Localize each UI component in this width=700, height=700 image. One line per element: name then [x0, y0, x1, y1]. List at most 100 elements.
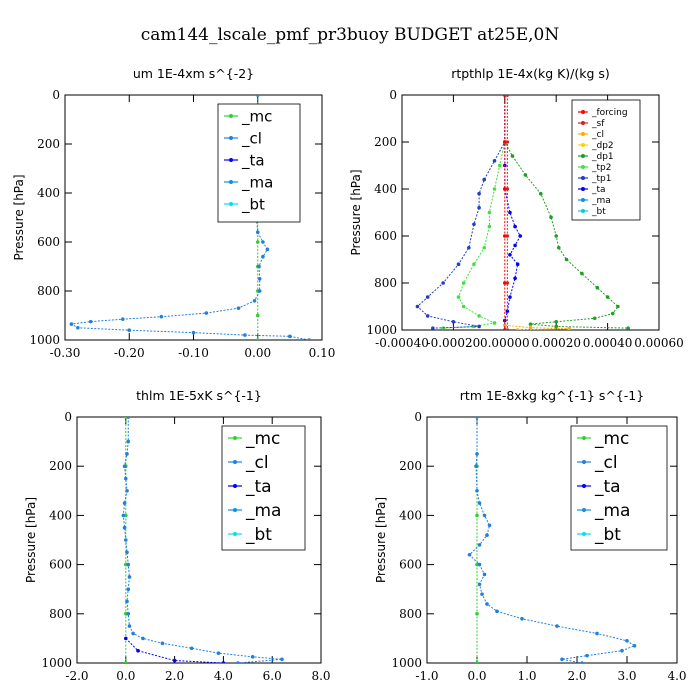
data-point: [492, 321, 497, 325]
legend-marker: [582, 484, 586, 488]
legend-label: _ma: [591, 196, 611, 206]
y-axis-label: Pressure [hPa]: [24, 497, 38, 583]
x-tick-label: -1.0: [415, 669, 438, 683]
data-point: [136, 648, 140, 653]
data-point: [475, 562, 479, 567]
y-tick-label: 600: [399, 558, 422, 572]
data-point: [475, 489, 479, 493]
x-tick-label: 3.0: [617, 669, 636, 683]
panel-1: um 1E-4xm s^{-2} Pressure [hPa] 0 200 400 600…: [12, 66, 335, 360]
data-point: [503, 234, 507, 238]
legend: _mc _cl _ta _ma _bt: [217, 103, 301, 223]
x-tick-label: 2.0: [165, 669, 184, 683]
series-line-tp1: [416, 95, 506, 329]
x-tick-label: 2.0: [567, 669, 586, 683]
data-point: [508, 295, 512, 299]
data-point: [122, 525, 127, 530]
data-point: [243, 333, 247, 337]
data-point: [126, 439, 131, 444]
data-point: [127, 575, 132, 579]
data-point: [555, 624, 559, 628]
data-point: [126, 612, 131, 616]
data-point: [124, 636, 128, 641]
legend: _mc _cl _ta _ma _bt: [570, 425, 668, 551]
data-point: [461, 304, 466, 309]
data-point: [122, 464, 127, 469]
data-point: [632, 643, 637, 648]
x-tick-label: 6.0: [263, 669, 282, 683]
x-tick-label: 0.00020: [531, 336, 581, 350]
panel-title: um 1E-4xm s^{-2}: [133, 66, 254, 81]
data-point: [159, 314, 164, 319]
data-point: [124, 538, 128, 542]
legend-label: _ma: [245, 501, 281, 521]
data-point: [549, 215, 553, 219]
data-point: [505, 95, 510, 97]
data-point: [477, 324, 481, 329]
x-tick-label: -0.30: [50, 346, 81, 360]
series-line-ta: [504, 95, 521, 330]
series-line-tp2: [443, 95, 506, 329]
panel-title: thlm 1E-5xK s^{-1}: [136, 388, 262, 403]
data-point: [585, 653, 589, 658]
data-point: [497, 163, 502, 168]
data-point: [261, 240, 265, 244]
data-point: [505, 328, 510, 330]
data-point: [595, 631, 599, 636]
legend-label: _ta: [591, 185, 606, 195]
legend-marker: [233, 508, 237, 512]
data-point: [221, 661, 226, 663]
data-point: [425, 314, 430, 318]
data-point: [508, 210, 512, 215]
x-tick-label: 4.0: [667, 669, 686, 683]
series-group: [467, 417, 637, 663]
legend-marker: [233, 460, 237, 464]
legend-label: _sf: [591, 119, 605, 129]
data-point: [523, 173, 528, 177]
data-point: [255, 95, 260, 97]
data-point: [560, 657, 564, 662]
data-point: [477, 543, 482, 547]
data-point: [580, 661, 584, 663]
legend-label: _cl: [591, 130, 604, 140]
data-point: [127, 624, 132, 628]
legend-marker: [581, 187, 585, 191]
data-point: [477, 314, 481, 318]
legend-marker: [582, 436, 586, 440]
panel-2: rtpthlp 1E-4x(kg K)/(kg s) Pressure [hPa]…: [349, 66, 684, 350]
data-point: [204, 311, 209, 315]
legend-marker: [229, 158, 233, 162]
data-point: [76, 325, 80, 330]
data-point: [257, 264, 261, 269]
data-point: [255, 230, 260, 234]
data-point: [125, 452, 129, 456]
data-point: [625, 639, 629, 643]
data-point: [538, 191, 543, 196]
data-point: [505, 281, 510, 285]
data-point: [261, 254, 265, 259]
y-tick-label: 200: [49, 459, 72, 473]
panel-4: rtm 1E-8xkg kg^{-1} s^{-1} Pressure [hPa]…: [374, 388, 687, 683]
legend-marker: [582, 508, 586, 512]
y-tick-label: 400: [37, 186, 60, 200]
legend-label: _tp1: [591, 174, 611, 184]
x-tick-label: 0.0: [467, 669, 486, 683]
data-point: [124, 661, 128, 663]
panel-title: rtpthlp 1E-4x(kg K)/(kg s): [451, 66, 610, 81]
y-tick-label: 0: [64, 410, 72, 424]
data-point: [477, 501, 482, 505]
data-point: [257, 289, 262, 293]
legend-label: _mc: [594, 429, 629, 449]
data-point: [513, 243, 517, 248]
data-point: [564, 257, 569, 262]
legend-marker: [233, 436, 237, 440]
y-tick-label: 0: [414, 410, 422, 424]
data-point: [250, 655, 255, 659]
x-tick-label: 4.0: [214, 669, 233, 683]
data-point: [554, 319, 558, 324]
legend-marker: [581, 143, 585, 147]
y-tick-label: 1000: [29, 333, 60, 347]
panel-title: rtm 1E-8xkg kg^{-1} s^{-1}: [460, 388, 644, 403]
data-point: [505, 187, 510, 191]
data-point: [88, 319, 93, 324]
